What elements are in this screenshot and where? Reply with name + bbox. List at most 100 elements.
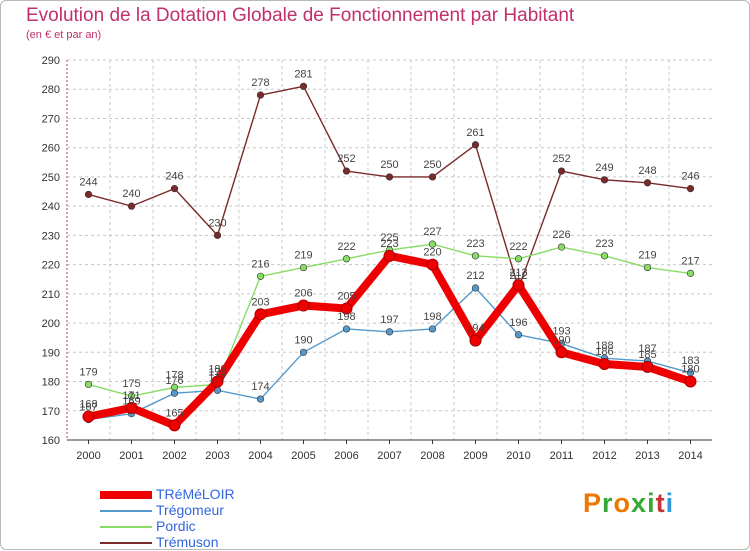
data-label-trmloir: 213 [509, 267, 527, 279]
x-tick-label: 2011 [550, 450, 574, 462]
data-point-trmuson [643, 179, 652, 187]
data-point-trmloir [426, 258, 439, 271]
data-point-pordic [342, 255, 351, 263]
data-label-pordic: 222 [337, 241, 355, 253]
data-label-trgomeur: 174 [251, 381, 269, 393]
data-point-pordic [643, 263, 652, 272]
proxiti-logo: Proxiti [583, 488, 674, 519]
data-label-trgomeur: 188 [595, 340, 613, 352]
data-label-pordic: 222 [509, 241, 527, 253]
data-label-trmuson: 278 [251, 77, 269, 89]
legend-item-pordic[interactable]: Pordic [100, 518, 360, 535]
data-point-trmloir [469, 334, 482, 347]
legend-item-tremuson[interactable]: Trémuson [100, 534, 360, 551]
legend-swatch-tremuson [100, 542, 152, 544]
x-tick-label: 2003 [205, 450, 229, 462]
x-tick-label: 2009 [463, 450, 487, 462]
data-label-trgomeur: 177 [208, 372, 226, 384]
data-label-trmloir: 190 [552, 334, 570, 346]
data-point-trgomeur [428, 325, 437, 333]
legend-item-tremeloir[interactable]: TRéMéLOIR [100, 486, 360, 503]
data-point-pordic [127, 392, 136, 400]
data-point-trmuson [686, 185, 695, 193]
legend-swatch-pordic [100, 526, 152, 528]
logo-letter: i [647, 488, 656, 518]
legend-label-tremuson: Trémuson [156, 534, 219, 550]
legend-item-tregomeur[interactable]: Trégomeur [100, 502, 360, 519]
data-point-trmuson [127, 202, 136, 210]
y-tick-label: 260 [42, 143, 60, 155]
data-point-pordic [299, 263, 308, 272]
data-label-trmuson: 246 [681, 171, 699, 183]
logo-letter: r [602, 488, 614, 518]
data-label-trmuson: 212 [509, 270, 527, 282]
data-point-trmloir [340, 302, 353, 315]
data-label-pordic: 223 [466, 238, 484, 250]
y-tick-label: 270 [42, 113, 60, 125]
data-point-trmloir [598, 358, 611, 370]
data-point-pordic [428, 240, 437, 248]
data-label-trmloir: 180 [208, 364, 226, 376]
data-label-pordic: 179 [79, 366, 97, 378]
data-point-trmuson [557, 167, 566, 175]
y-tick-label: 170 [42, 406, 60, 418]
x-tick-label: 2012 [592, 450, 616, 462]
data-label-trmloir: 180 [681, 364, 699, 376]
legend-label-pordic: Pordic [156, 518, 196, 534]
data-point-trgomeur [170, 389, 179, 397]
y-tick-label: 190 [42, 347, 60, 359]
data-point-pordic [84, 380, 93, 389]
data-point-trmuson [471, 141, 480, 149]
data-point-trmloir [82, 410, 95, 423]
x-tick-label: 2006 [334, 450, 358, 462]
data-label-trmuson: 252 [552, 153, 570, 165]
data-point-trmloir [297, 299, 310, 312]
data-label-trmloir: 186 [595, 346, 613, 358]
y-tick-label: 160 [42, 435, 60, 447]
data-label-pordic: 226 [552, 229, 570, 241]
data-label-trmloir: 185 [638, 349, 656, 361]
x-tick-label: 2014 [678, 450, 702, 462]
data-label-pordic: 223 [595, 238, 613, 250]
data-point-trmuson [385, 173, 394, 181]
data-point-trmloir [125, 401, 138, 414]
data-label-trgomeur: 183 [681, 355, 699, 367]
y-tick-label: 250 [42, 172, 60, 184]
data-point-pordic [471, 252, 480, 260]
data-label-trmloir: 203 [251, 296, 269, 308]
y-tick-label: 280 [42, 84, 60, 96]
data-label-trgomeur: 187 [638, 343, 656, 355]
legend-swatch-tregomeur [100, 510, 152, 512]
data-label-trmloir: 223 [380, 238, 398, 250]
logo-letter: t [655, 488, 666, 518]
data-point-trgomeur [385, 328, 394, 336]
data-label-trmuson: 252 [337, 153, 355, 165]
data-point-pordic [600, 252, 609, 260]
legend: TRéMéLOIR Trégomeur Pordic Trémuson [100, 486, 360, 551]
data-label-trmuson: 261 [466, 127, 484, 139]
data-point-trgomeur [256, 395, 265, 403]
data-label-trmuson: 246 [165, 171, 183, 183]
x-tick-label: 2005 [291, 450, 315, 462]
y-tick-label: 180 [42, 377, 60, 389]
x-tick-label: 2001 [119, 450, 143, 462]
chart-subtitle: (en € et par an) [26, 29, 102, 41]
logo-letter: o [613, 488, 632, 518]
data-point-trgomeur [514, 331, 523, 339]
data-label-trgomeur: 190 [294, 334, 312, 346]
data-label-trgomeur: 197 [380, 314, 398, 326]
chart-title: Evolution de la Dotation Globale de Fonc… [26, 5, 575, 26]
data-label-trmloir: 194 [466, 323, 484, 335]
data-point-trmuson [256, 91, 265, 99]
x-tick-label: 2013 [635, 450, 659, 462]
x-tick-label: 2004 [248, 450, 272, 462]
data-label-pordic: 216 [251, 258, 269, 270]
data-point-trmloir [512, 279, 525, 292]
data-label-pordic: 175 [122, 378, 140, 390]
data-label-trgomeur: 198 [337, 311, 355, 323]
y-tick-label: 290 [42, 55, 60, 67]
data-point-trmuson [213, 231, 222, 239]
data-label-trgomeur: 176 [165, 375, 183, 387]
data-label-trmuson: 250 [423, 159, 441, 171]
